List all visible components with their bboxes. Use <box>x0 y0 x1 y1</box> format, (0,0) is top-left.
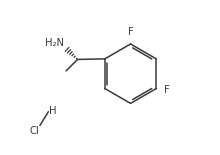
Text: F: F <box>128 27 133 37</box>
Text: F: F <box>163 85 169 95</box>
Text: H: H <box>50 106 57 116</box>
Text: H₂N: H₂N <box>45 38 64 48</box>
Text: Cl: Cl <box>29 126 39 136</box>
